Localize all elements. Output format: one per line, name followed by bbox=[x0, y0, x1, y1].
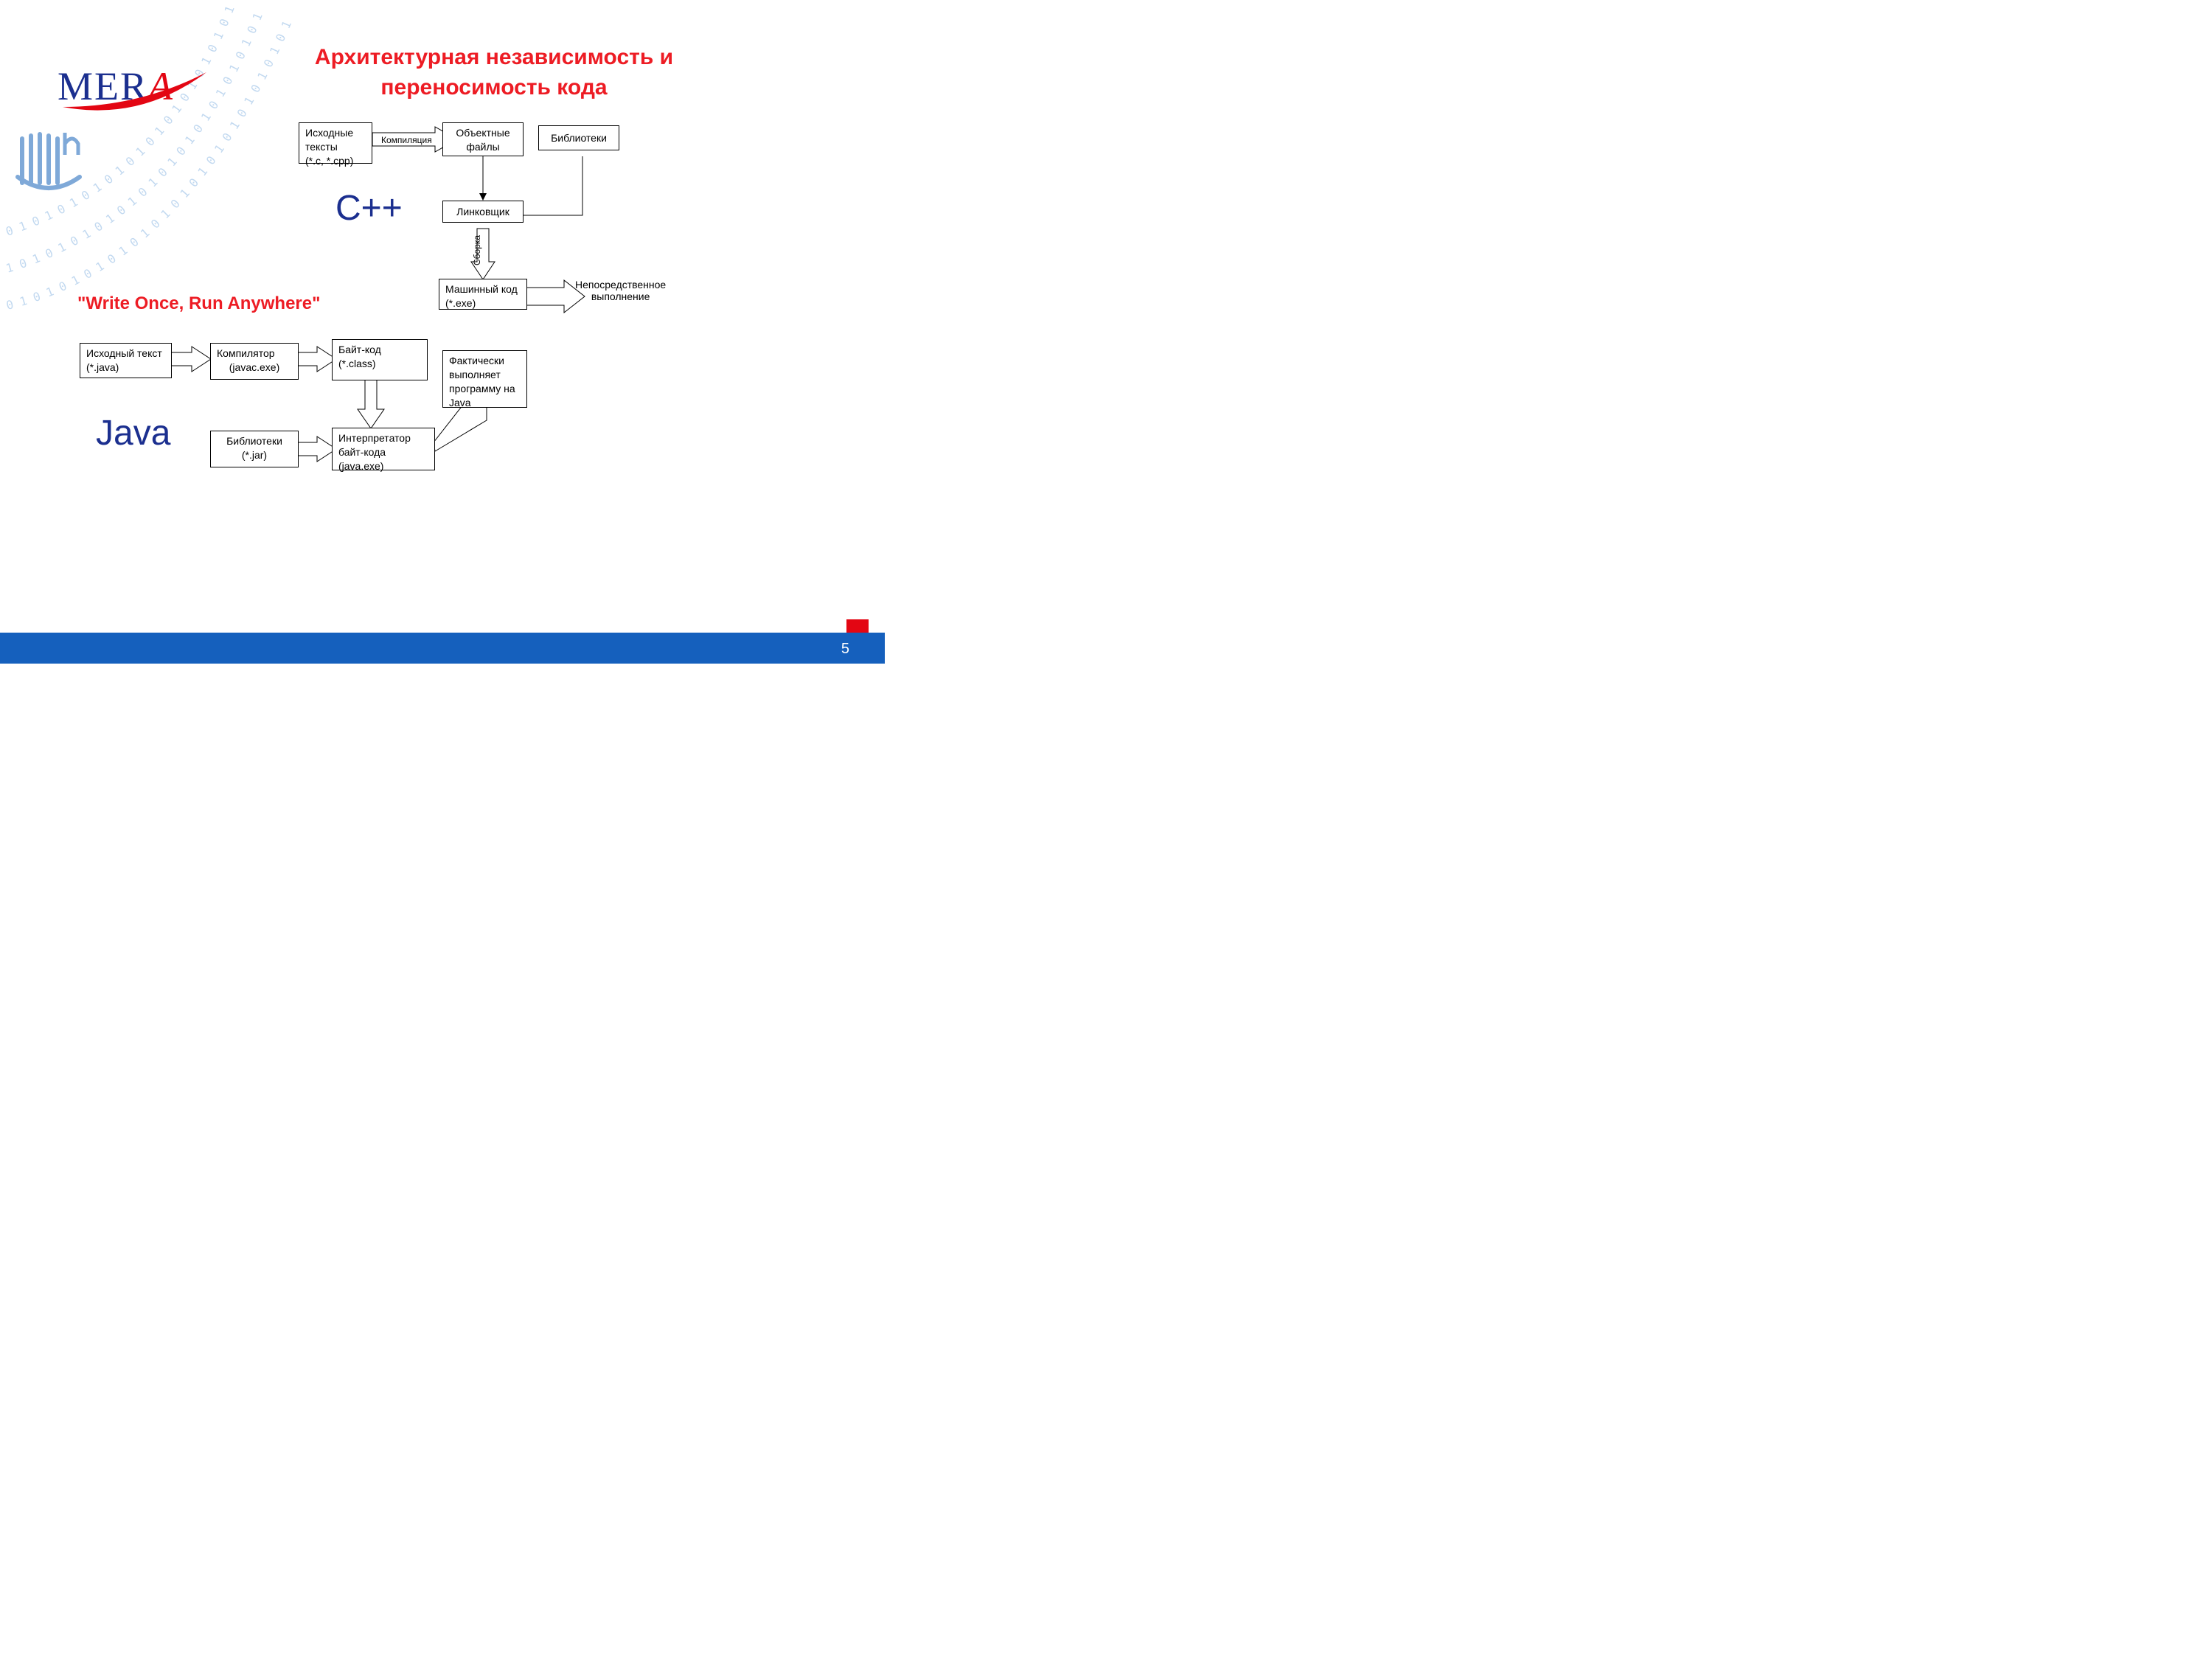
cpp-label-compile: Компиляция bbox=[381, 135, 432, 145]
java-box-source: Исходный текст (*.java) bbox=[80, 343, 172, 378]
slide-title: Архитектурная независимость и переносимо… bbox=[288, 43, 700, 102]
footer: 5 bbox=[0, 633, 885, 664]
wora-subtitle: "Write Once, Run Anywhere" bbox=[77, 293, 320, 314]
cpp-box-source: Исходные тексты (*.c, *.cpp) bbox=[299, 122, 372, 164]
java-arrow-3 bbox=[358, 380, 384, 428]
cpp-label-build: Сборка bbox=[472, 235, 482, 265]
cpp-box-linker: Линковщик bbox=[442, 201, 524, 223]
title-line1: Архитектурная независимость и bbox=[288, 43, 700, 73]
footer-red-tab bbox=[846, 619, 869, 633]
page-number: 5 bbox=[841, 641, 849, 658]
cpp-box-object: Объектные файлы bbox=[442, 122, 524, 156]
java-box-interp: Интерпретатор байт-кода (java.exe) bbox=[332, 428, 435, 470]
java-box-bytecode: Байт-код (*.class) bbox=[332, 339, 428, 380]
java-arrow-2 bbox=[295, 347, 336, 372]
java-box-runs: Фактически выполняет программу на Java bbox=[442, 350, 527, 408]
mera-swoosh-icon bbox=[59, 66, 214, 118]
cpp-box-machine: Машинный код (*.exe) bbox=[439, 279, 527, 310]
java-arrow-4 bbox=[295, 437, 336, 462]
java-arrow-1 bbox=[170, 347, 211, 372]
java-box-libs: Библиотеки (*.jar) bbox=[210, 431, 299, 467]
unn-logo-icon bbox=[13, 125, 83, 195]
title-line2: переносимость кода bbox=[288, 73, 700, 103]
java-box-compiler: Компилятор (javac.exe) bbox=[210, 343, 299, 380]
cpp-text-exec: Непосредственное выполнение bbox=[575, 279, 666, 302]
cpp-box-libs: Библиотеки bbox=[538, 125, 619, 150]
